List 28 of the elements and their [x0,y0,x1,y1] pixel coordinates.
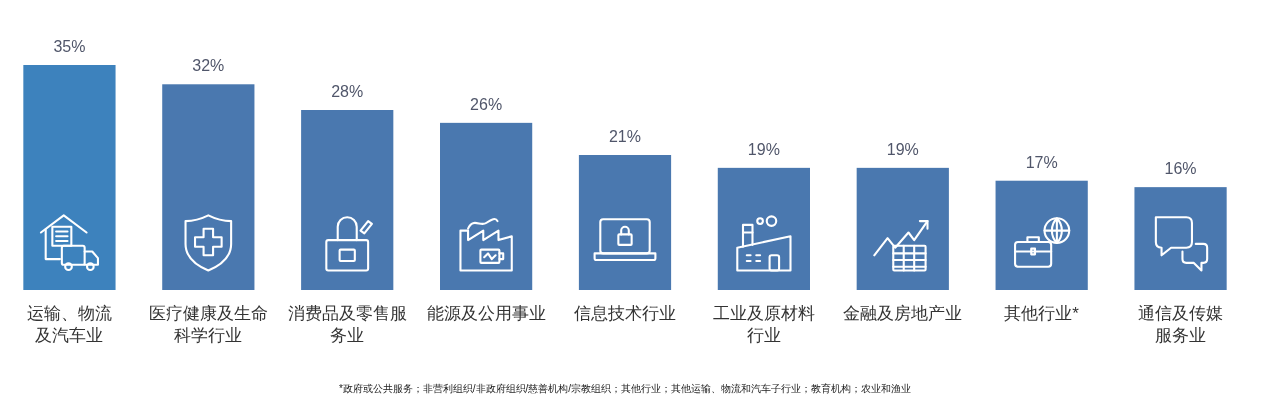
data-label: 17% [1024,153,1059,172]
data-label: 19% [885,140,920,159]
bar [162,84,255,290]
x-tick-label: 能源及公用事业 [425,303,547,325]
data-label: 19% [746,140,781,159]
data-label: 21% [607,128,642,146]
x-tick-label: 工业及原材料行业 [711,303,816,347]
x-tick-label: 其他行业* [1003,303,1080,325]
x-tick-label: 信息技术行业 [573,303,677,325]
bar [856,167,949,290]
data-label: 35% [52,38,87,56]
x-tick-label: 运输、物流及汽车业 [25,303,113,347]
x-tick-label: 通信及传媒服务业 [1137,303,1225,347]
text: *政府或公共服务；非营利组织/非政府组织/慈善机构/宗教组织；其他行业；其他运输、物流和汽车子行业；教育机构；农业和渔业 [337,383,913,395]
x-tick-label: 医疗健康及生命科学行业 [147,303,269,347]
bar [578,155,672,290]
bar [440,122,533,290]
bar [1134,187,1227,290]
bar [995,180,1088,290]
x-tick-label: 金融及房地产业 [842,303,964,325]
data-label: 16% [1163,160,1198,179]
bar [23,65,116,290]
x-tick-label: 消费品及零售服务业 [286,303,408,347]
data-label: 32% [191,57,226,76]
data-label: 26% [469,95,504,114]
bar [301,110,394,290]
data-label: 28% [330,83,365,101]
bar [717,167,810,290]
